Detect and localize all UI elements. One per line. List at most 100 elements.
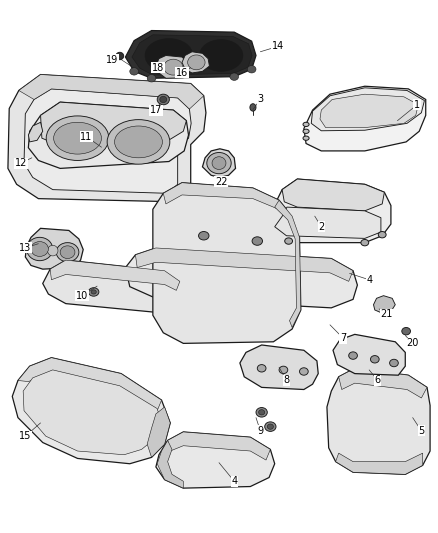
Ellipse shape [256, 408, 267, 417]
Ellipse shape [147, 75, 156, 82]
Text: 11: 11 [80, 132, 92, 142]
Polygon shape [50, 260, 180, 290]
Polygon shape [24, 89, 191, 193]
Ellipse shape [130, 68, 138, 75]
Ellipse shape [91, 290, 96, 294]
Ellipse shape [107, 119, 170, 164]
Ellipse shape [53, 122, 102, 154]
Ellipse shape [390, 359, 398, 367]
Ellipse shape [212, 157, 226, 169]
Text: 5: 5 [418, 426, 424, 436]
Polygon shape [269, 179, 391, 243]
Text: 9: 9 [257, 426, 263, 436]
Ellipse shape [47, 245, 58, 256]
Ellipse shape [230, 73, 239, 80]
Polygon shape [182, 52, 209, 73]
Ellipse shape [247, 66, 256, 73]
Polygon shape [125, 30, 256, 78]
Ellipse shape [300, 368, 308, 375]
Polygon shape [18, 358, 162, 414]
Polygon shape [41, 102, 186, 146]
Ellipse shape [303, 122, 309, 126]
Text: 16: 16 [176, 68, 188, 78]
Polygon shape [240, 345, 318, 390]
Polygon shape [202, 149, 236, 177]
Text: 21: 21 [380, 309, 393, 319]
Ellipse shape [250, 104, 256, 111]
Polygon shape [8, 75, 206, 202]
Ellipse shape [303, 136, 309, 140]
Polygon shape [282, 179, 385, 211]
Ellipse shape [267, 424, 273, 429]
Ellipse shape [207, 152, 231, 174]
Text: 10: 10 [76, 290, 88, 301]
Text: 17: 17 [150, 105, 162, 115]
Ellipse shape [265, 422, 276, 431]
Polygon shape [156, 55, 191, 78]
Text: 22: 22 [215, 176, 227, 187]
Ellipse shape [115, 126, 162, 158]
Text: 7: 7 [340, 333, 346, 343]
Text: 19: 19 [106, 55, 119, 64]
Ellipse shape [31, 241, 48, 256]
Ellipse shape [187, 55, 205, 70]
Polygon shape [28, 102, 188, 168]
Ellipse shape [116, 52, 124, 60]
Polygon shape [153, 183, 301, 343]
Polygon shape [135, 248, 353, 281]
Ellipse shape [88, 288, 99, 296]
Ellipse shape [303, 129, 309, 133]
Text: 18: 18 [152, 63, 164, 72]
Polygon shape [19, 75, 204, 109]
Ellipse shape [56, 243, 79, 262]
Text: 14: 14 [272, 42, 284, 52]
Polygon shape [23, 370, 162, 455]
Ellipse shape [199, 39, 243, 71]
Ellipse shape [285, 238, 293, 244]
Polygon shape [275, 207, 381, 238]
Ellipse shape [349, 352, 357, 359]
Text: 15: 15 [19, 431, 32, 441]
Text: 2: 2 [318, 222, 325, 232]
Polygon shape [304, 86, 426, 151]
Text: 6: 6 [375, 375, 381, 385]
Text: 4: 4 [366, 274, 372, 285]
Polygon shape [147, 407, 170, 457]
Polygon shape [168, 432, 270, 460]
Polygon shape [132, 35, 252, 75]
Polygon shape [28, 122, 43, 142]
Ellipse shape [27, 237, 53, 261]
Text: 12: 12 [15, 158, 27, 168]
Polygon shape [311, 88, 424, 131]
Text: 20: 20 [406, 338, 419, 349]
Ellipse shape [258, 410, 265, 415]
Polygon shape [333, 334, 405, 375]
Text: 4: 4 [231, 477, 237, 486]
Text: 8: 8 [283, 375, 290, 385]
Ellipse shape [164, 59, 183, 75]
Ellipse shape [145, 38, 193, 72]
Polygon shape [374, 296, 395, 313]
Ellipse shape [361, 239, 369, 246]
Ellipse shape [371, 356, 379, 363]
Polygon shape [327, 368, 430, 474]
Polygon shape [12, 358, 170, 464]
Polygon shape [336, 453, 423, 474]
Polygon shape [339, 368, 427, 398]
Text: 13: 13 [19, 243, 32, 253]
Ellipse shape [198, 231, 209, 240]
Polygon shape [320, 94, 418, 127]
Polygon shape [157, 440, 184, 488]
Ellipse shape [279, 366, 288, 374]
Ellipse shape [257, 365, 266, 372]
Ellipse shape [157, 94, 170, 105]
Ellipse shape [252, 237, 262, 245]
Text: 3: 3 [257, 94, 263, 104]
Ellipse shape [160, 96, 167, 103]
Polygon shape [275, 200, 301, 327]
Polygon shape [43, 260, 182, 313]
Ellipse shape [402, 327, 410, 335]
Polygon shape [125, 248, 357, 308]
Polygon shape [25, 228, 83, 269]
Text: 1: 1 [414, 100, 420, 110]
